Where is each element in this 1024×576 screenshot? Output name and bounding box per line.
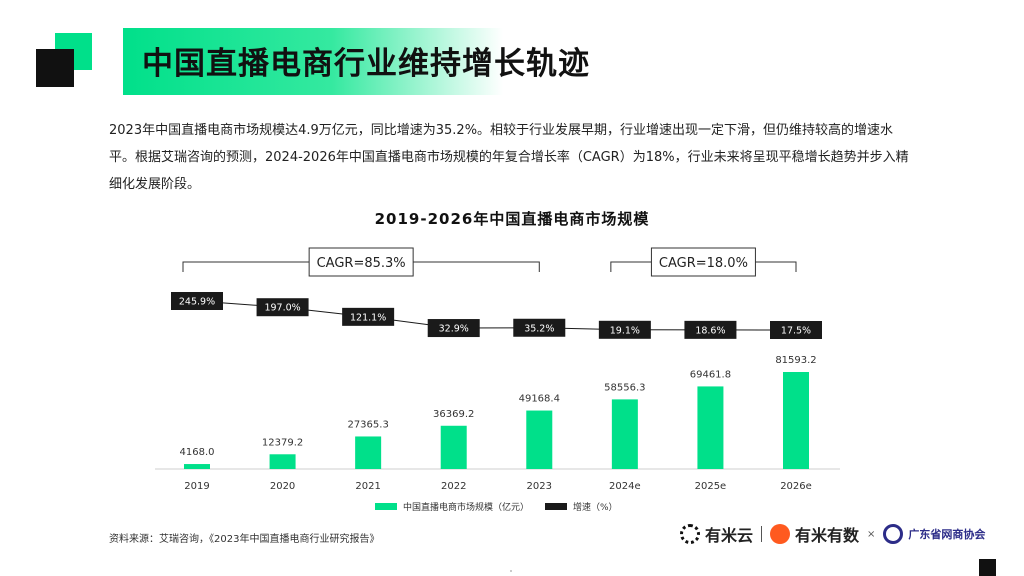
cagr-label-0: CAGR=85.3% — [317, 256, 406, 271]
bar-label-2019: 4168.0 — [180, 447, 215, 458]
legend-swatch-line — [545, 503, 567, 510]
growth-point-2023 — [513, 318, 566, 337]
growth-point-2026e — [770, 321, 822, 339]
growth-point-2024e — [598, 320, 651, 339]
x-tick-2023: 2023 — [527, 481, 552, 492]
cagr-bracket-right-1 — [755, 261, 797, 272]
logo-strip: 有米云 有米有数 × 广东省网商协会 — [680, 521, 985, 547]
chart-title: 2019-2026年中国直播电商市场规模 — [374, 210, 650, 228]
legend-item-bar: 中国直播电商市场规模（亿元） — [375, 500, 529, 513]
bar-2021 — [355, 436, 382, 469]
x-tick-2025e: 2025e — [695, 481, 727, 492]
bar-2019 — [184, 464, 210, 469]
decor-black-square — [36, 49, 74, 87]
cagr-bracket-left-1 — [610, 261, 652, 272]
bar-label-2025e: 69461.8 — [690, 369, 731, 380]
legend-item-line: 增速（%） — [545, 500, 618, 513]
logo-youmiyun: 有米云 — [705, 526, 754, 545]
growth-label-2025e: 18.6% — [695, 325, 725, 336]
decor-corner-square — [979, 559, 996, 576]
x-tick-2026e: 2026e — [780, 481, 812, 492]
growth-label-2023: 35.2% — [524, 323, 554, 334]
growth-label-2026e: 17.5% — [781, 326, 811, 337]
growth-label-2019: 245.9% — [179, 297, 215, 308]
logo-youmiyoushu: 有米有数 — [795, 526, 860, 545]
logo-association: 广东省网商协会 — [908, 528, 986, 541]
bar-label-2022: 36369.2 — [433, 409, 474, 420]
cagr-box-0 — [308, 247, 414, 277]
bar-2025e — [697, 386, 724, 469]
growth-label-2020: 197.0% — [264, 303, 300, 314]
x-tick-2021: 2021 — [355, 481, 380, 492]
cagr-bracket-left-0 — [182, 261, 310, 272]
title-highlight-bar — [123, 28, 503, 95]
bar-label-2023: 49168.4 — [519, 394, 560, 405]
growth-label-2024e: 19.1% — [610, 325, 640, 336]
growth-point-2021 — [342, 307, 395, 326]
youmiyun-logo-icon — [680, 524, 700, 544]
growth-label-2021: 121.1% — [350, 312, 386, 323]
bar-2026e — [783, 372, 809, 469]
bar-2020 — [269, 454, 296, 469]
growth-point-2019 — [171, 292, 223, 310]
x-tick-2022: 2022 — [441, 481, 466, 492]
source-note: 资料来源：艾瑞咨询，《2023年中国直播电商行业研究报告》 — [109, 534, 380, 545]
bar-label-2024e: 58556.3 — [604, 382, 645, 393]
page-title: 中国直播电商行业维持增长轨迹 — [142, 46, 590, 82]
legend-swatch-bar — [375, 503, 397, 510]
youmiyoushu-logo-icon — [770, 524, 791, 544]
decor-dot — [510, 570, 512, 572]
summary-paragraph: 2023年中国直播电商市场规模达4.9万亿元，同比增速为35.2%。相较于行业发… — [109, 123, 909, 192]
bar-label-2020: 12379.2 — [262, 437, 303, 448]
growth-point-2022 — [427, 319, 480, 338]
bar-label-2026e: 81593.2 — [775, 355, 816, 366]
bar-2022 — [440, 425, 467, 469]
legend-label-line: 增速（%） — [573, 503, 618, 513]
logo-cross: × — [867, 528, 876, 540]
x-tick-2019: 2019 — [184, 481, 209, 492]
cagr-bracket-right-0 — [413, 261, 540, 272]
growth-label-2022: 32.9% — [439, 324, 469, 335]
bar-label-2021: 27365.3 — [347, 419, 388, 430]
x-tick-2020: 2020 — [270, 481, 295, 492]
x-tick-2024e: 2024e — [609, 481, 641, 492]
cagr-box-1 — [650, 247, 756, 277]
bar-2024e — [611, 399, 638, 469]
growth-point-2025e — [684, 320, 737, 339]
logo-divider — [761, 526, 763, 542]
cagr-label-1: CAGR=18.0% — [659, 256, 748, 271]
bar-2023 — [526, 410, 553, 469]
association-logo-icon — [883, 524, 904, 544]
growth-point-2020 — [256, 298, 309, 317]
legend-label-bar: 中国直播电商市场规模（亿元） — [403, 503, 530, 513]
